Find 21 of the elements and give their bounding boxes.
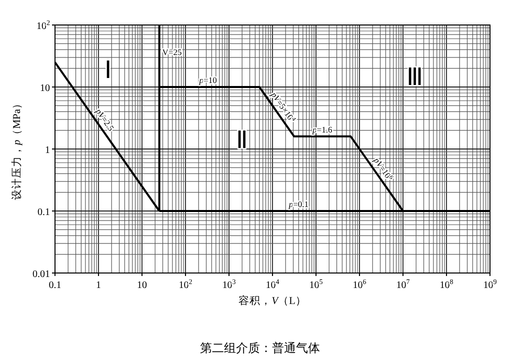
annotation: Ⅲ	[406, 65, 424, 91]
y-tick-label: 0.01	[32, 269, 50, 280]
y-tick-label: 10$^{2}$	[36, 19, 50, 32]
annotation: Ⅱ	[236, 128, 248, 154]
x-tick-label: 10$^{9}$	[483, 278, 498, 291]
y-tick-label: 10	[40, 83, 50, 94]
y-tick-label: 1	[45, 145, 50, 156]
x-tick-label: 10$^{6}$	[352, 278, 367, 291]
x-tick-label: 10$^{2}$	[178, 278, 193, 291]
x-axis-title: 容积，V（L）	[238, 294, 306, 307]
x-tick-label: 0.1	[48, 280, 62, 291]
x-tick-label: 10$^{7}$	[396, 278, 410, 291]
x-tick-label: 10$^{5}$	[309, 278, 324, 291]
y-axis-title: 设计压力，p（MPa）	[10, 98, 23, 200]
x-tick-label: 10$^{3}$	[222, 278, 236, 291]
x-tick-label: 10$^{8}$	[440, 278, 454, 291]
y-tick-label: 0.1	[38, 207, 50, 218]
text: 第二组介质：普通气体	[200, 341, 320, 355]
x-tick-label: 10$^{4}$	[266, 278, 280, 291]
x-tick-label: 10	[137, 280, 147, 291]
x-tick-label: 1	[96, 280, 101, 291]
